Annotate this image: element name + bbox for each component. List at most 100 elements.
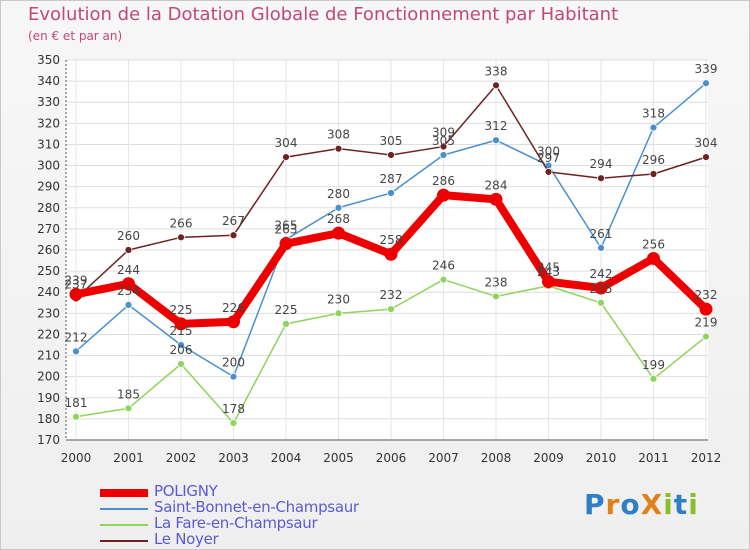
logo-letter: r bbox=[605, 488, 621, 521]
data-point-le-noyer bbox=[282, 153, 290, 162]
data-label-poligny: 263 bbox=[275, 223, 298, 237]
data-point-poligny bbox=[122, 277, 135, 291]
data-label-le-noyer: 266 bbox=[170, 216, 193, 230]
x-tick-label: 2012 bbox=[691, 451, 722, 465]
data-point-la-fare-en-champsaur bbox=[439, 275, 448, 284]
data-label-poligny: 245 bbox=[537, 261, 560, 275]
x-tick-label: 2003 bbox=[218, 451, 249, 465]
data-label-saint-bonnet-en-champsaur: 287 bbox=[380, 172, 403, 186]
data-label-saint-bonnet-en-champsaur: 318 bbox=[642, 107, 665, 121]
y-tick-label: 270 bbox=[37, 222, 60, 236]
data-point-poligny bbox=[279, 237, 293, 251]
y-tick-label: 250 bbox=[37, 264, 60, 278]
chart-subtitle: (en € et par an) bbox=[28, 29, 123, 43]
logo-letter: o bbox=[620, 488, 641, 521]
y-tick-label: 230 bbox=[37, 306, 60, 320]
data-point-saint-bonnet-en-champsaur bbox=[72, 347, 80, 356]
legend-label: La Fare-en-Champsaur bbox=[154, 514, 318, 532]
data-point-la-fare-en-champsaur bbox=[334, 309, 343, 318]
data-point-le-noyer bbox=[492, 81, 500, 90]
x-tick-label: 2011 bbox=[638, 451, 669, 465]
data-label-poligny: 232 bbox=[695, 288, 718, 302]
x-tick-label: 2009 bbox=[533, 451, 564, 465]
data-label-le-noyer: 305 bbox=[380, 134, 403, 148]
data-point-poligny bbox=[437, 188, 450, 202]
data-label-la-fare-en-champsaur: 230 bbox=[327, 292, 350, 306]
data-point-saint-bonnet-en-champsaur bbox=[492, 136, 500, 145]
y-tick-label: 300 bbox=[37, 159, 60, 173]
data-label-la-fare-en-champsaur: 238 bbox=[485, 275, 508, 289]
data-point-la-fare-en-champsaur bbox=[177, 360, 185, 368]
data-label-poligny: 284 bbox=[485, 178, 508, 192]
data-point-la-fare-en-champsaur bbox=[229, 419, 238, 428]
y-tick-label: 310 bbox=[37, 137, 60, 151]
logo-letter: t bbox=[673, 488, 689, 521]
x-tick-label: 2001 bbox=[113, 451, 144, 465]
y-tick-label: 340 bbox=[37, 74, 60, 88]
x-tick-label: 2007 bbox=[428, 451, 459, 465]
data-label-le-noyer: 309 bbox=[432, 126, 455, 140]
data-point-poligny bbox=[699, 302, 713, 316]
data-label-la-fare-en-champsaur: 206 bbox=[170, 343, 193, 357]
legend-swatch bbox=[100, 540, 148, 542]
x-tick-label: 2002 bbox=[166, 451, 197, 465]
data-label-saint-bonnet-en-champsaur: 261 bbox=[590, 227, 613, 241]
data-label-saint-bonnet-en-champsaur: 339 bbox=[695, 62, 718, 76]
data-label-le-noyer: 237 bbox=[65, 278, 88, 292]
data-point-saint-bonnet-en-champsaur bbox=[229, 372, 238, 381]
legend-swatch bbox=[100, 489, 148, 497]
data-point-la-fare-en-champsaur bbox=[72, 412, 80, 421]
proxiti-logo: ProXiti bbox=[584, 488, 699, 521]
data-point-le-noyer bbox=[177, 233, 185, 242]
data-label-saint-bonnet-en-champsaur: 215 bbox=[170, 324, 193, 338]
data-point-poligny bbox=[594, 281, 608, 295]
data-label-saint-bonnet-en-champsaur: 212 bbox=[65, 330, 88, 344]
data-point-poligny bbox=[227, 315, 240, 329]
data-point-saint-bonnet-en-champsaur bbox=[334, 203, 343, 212]
data-label-poligny: 268 bbox=[327, 212, 350, 226]
logo-letter: i bbox=[688, 488, 699, 521]
data-point-saint-bonnet-en-champsaur bbox=[702, 79, 710, 88]
data-point-la-fare-en-champsaur bbox=[124, 404, 133, 413]
data-point-la-fare-en-champsaur bbox=[282, 319, 290, 328]
data-label-le-noyer: 304 bbox=[695, 136, 718, 150]
y-tick-label: 220 bbox=[37, 327, 60, 341]
data-label-le-noyer: 267 bbox=[222, 214, 245, 228]
data-point-la-fare-en-champsaur bbox=[649, 374, 658, 383]
data-point-le-noyer bbox=[702, 153, 710, 162]
data-label-la-fare-en-champsaur: 243 bbox=[537, 265, 560, 279]
data-point-la-fare-en-champsaur bbox=[387, 305, 395, 314]
y-tick-label: 320 bbox=[37, 116, 60, 130]
data-label-la-fare-en-champsaur: 181 bbox=[65, 396, 88, 410]
data-point-poligny bbox=[384, 247, 398, 261]
data-label-poligny: 286 bbox=[432, 174, 455, 188]
data-label-la-fare-en-champsaur: 178 bbox=[222, 402, 245, 416]
x-tick-label: 2005 bbox=[323, 451, 354, 465]
data-label-poligny: 244 bbox=[117, 263, 140, 277]
data-label-la-fare-en-champsaur: 232 bbox=[380, 288, 403, 302]
y-tick-label: 290 bbox=[37, 180, 60, 194]
data-label-poligny: 256 bbox=[642, 237, 665, 251]
y-tick-label: 350 bbox=[37, 53, 60, 67]
data-point-la-fare-en-champsaur bbox=[597, 298, 605, 307]
data-label-layer: 239 244 225 226 263 268 258 286 284 245 242 256 232 2… bbox=[65, 62, 718, 416]
data-label-le-noyer: 338 bbox=[485, 64, 508, 78]
data-point-le-noyer bbox=[544, 167, 553, 176]
data-label-saint-bonnet-en-champsaur: 234 bbox=[117, 284, 140, 298]
y-tick-label: 180 bbox=[37, 412, 60, 426]
x-tick-label: 2008 bbox=[481, 451, 512, 465]
data-point-le-noyer bbox=[387, 151, 395, 159]
data-point-la-fare-en-champsaur bbox=[702, 332, 710, 341]
legend-label: Le Noyer bbox=[154, 530, 219, 548]
data-label-la-fare-en-champsaur: 235 bbox=[590, 282, 613, 296]
y-tick-label: 240 bbox=[37, 285, 60, 299]
x-tick-label: 2006 bbox=[376, 451, 407, 465]
data-label-saint-bonnet-en-champsaur: 300 bbox=[537, 145, 560, 159]
data-point-poligny bbox=[174, 317, 188, 331]
data-label-le-noyer: 308 bbox=[327, 128, 350, 142]
legend-swatch bbox=[100, 508, 148, 510]
y-tick-label: 280 bbox=[37, 201, 60, 215]
data-point-poligny bbox=[489, 192, 503, 206]
data-point-poligny bbox=[332, 226, 345, 240]
